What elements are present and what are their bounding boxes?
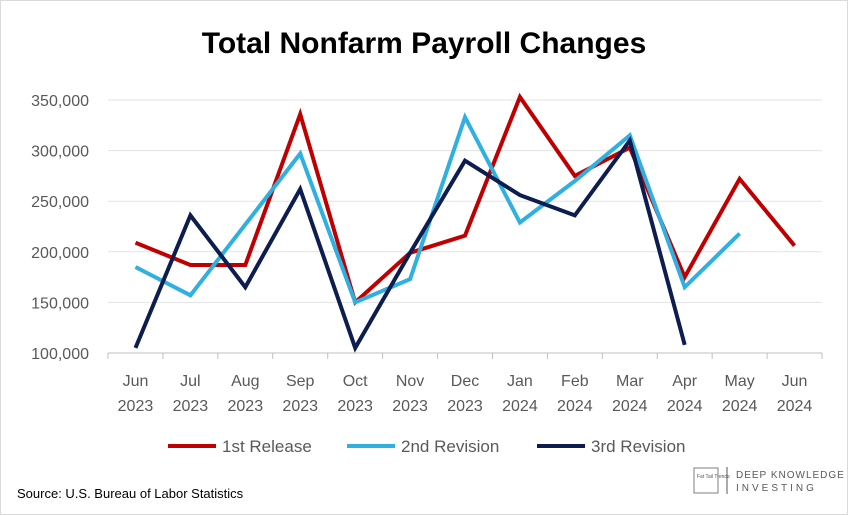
x-tick-year: 2024 bbox=[667, 398, 703, 415]
series-lines bbox=[133, 92, 797, 353]
y-tick-label: 250,000 bbox=[31, 194, 89, 211]
x-tick-month: Feb bbox=[561, 373, 589, 390]
x-tick-year: 2023 bbox=[173, 398, 209, 415]
brand-line-1: DEEP KNOWLEDGE bbox=[736, 470, 845, 481]
y-tick-label: 350,000 bbox=[31, 93, 89, 110]
x-tick-year: 2023 bbox=[228, 398, 264, 415]
x-tick-year: 2024 bbox=[777, 398, 813, 415]
y-axis-ticks: 100,000 150,000 200,000 250,000 300,000 350,0… bbox=[31, 93, 89, 363]
series-line-3 bbox=[133, 135, 687, 353]
x-tick-month: Jul bbox=[180, 373, 200, 390]
fat-tail-trends-logo: Fat Tail Trends bbox=[693, 467, 730, 494]
x-tick-month: Sep bbox=[286, 373, 315, 390]
legend-label: 3rd Revision bbox=[591, 437, 686, 456]
x-tick-month: Jan bbox=[507, 373, 533, 390]
x-tick-month: May bbox=[724, 373, 754, 390]
x-tick-year: 2023 bbox=[392, 398, 428, 415]
x-tick-year: 2023 bbox=[337, 398, 373, 415]
y-tick-label: 200,000 bbox=[31, 245, 89, 262]
brand-line-2: INVESTING bbox=[736, 483, 817, 494]
x-tick-year: 2023 bbox=[282, 398, 318, 415]
x-tick-year: 2024 bbox=[612, 398, 648, 415]
x-tick-month: Nov bbox=[396, 373, 424, 390]
x-axis-ticks: Jun 2023 Jul 2023 Aug 2023 Sep 2023 Oct 2023 Nov 20… bbox=[118, 373, 813, 415]
legend-label: 2nd Revision bbox=[401, 437, 499, 456]
x-tick-month: Jun bbox=[123, 373, 149, 390]
x-tick-month: Apr bbox=[672, 373, 698, 390]
y-tick-label: 100,000 bbox=[31, 346, 89, 363]
legend: 1st Release 2nd Revision 3rd Revision bbox=[168, 437, 686, 456]
series-line-1 bbox=[134, 92, 797, 307]
x-tick-month: Mar bbox=[616, 373, 644, 390]
x-tick-month: Jun bbox=[782, 373, 808, 390]
x-tick-month: Aug bbox=[231, 373, 259, 390]
x-tick-year: 2023 bbox=[447, 398, 483, 415]
source-note: Source: U.S. Bureau of Labor Statistics bbox=[17, 486, 244, 501]
x-tick-year: 2024 bbox=[502, 398, 538, 415]
x-tick-month: Oct bbox=[343, 373, 368, 390]
chart-title: Total Nonfarm Payroll Changes bbox=[202, 27, 647, 60]
grid bbox=[107, 99, 823, 359]
y-tick-label: 150,000 bbox=[31, 295, 89, 312]
left-logo-text: Fat Tail Trends bbox=[697, 474, 730, 480]
x-tick-year: 2024 bbox=[557, 398, 593, 415]
x-tick-year: 2024 bbox=[722, 398, 758, 415]
series-line-2 bbox=[134, 112, 741, 306]
x-tick-year: 2023 bbox=[118, 398, 154, 415]
legend-label: 1st Release bbox=[222, 437, 312, 456]
x-tick-month: Dec bbox=[451, 373, 479, 390]
y-tick-label: 300,000 bbox=[31, 144, 89, 161]
